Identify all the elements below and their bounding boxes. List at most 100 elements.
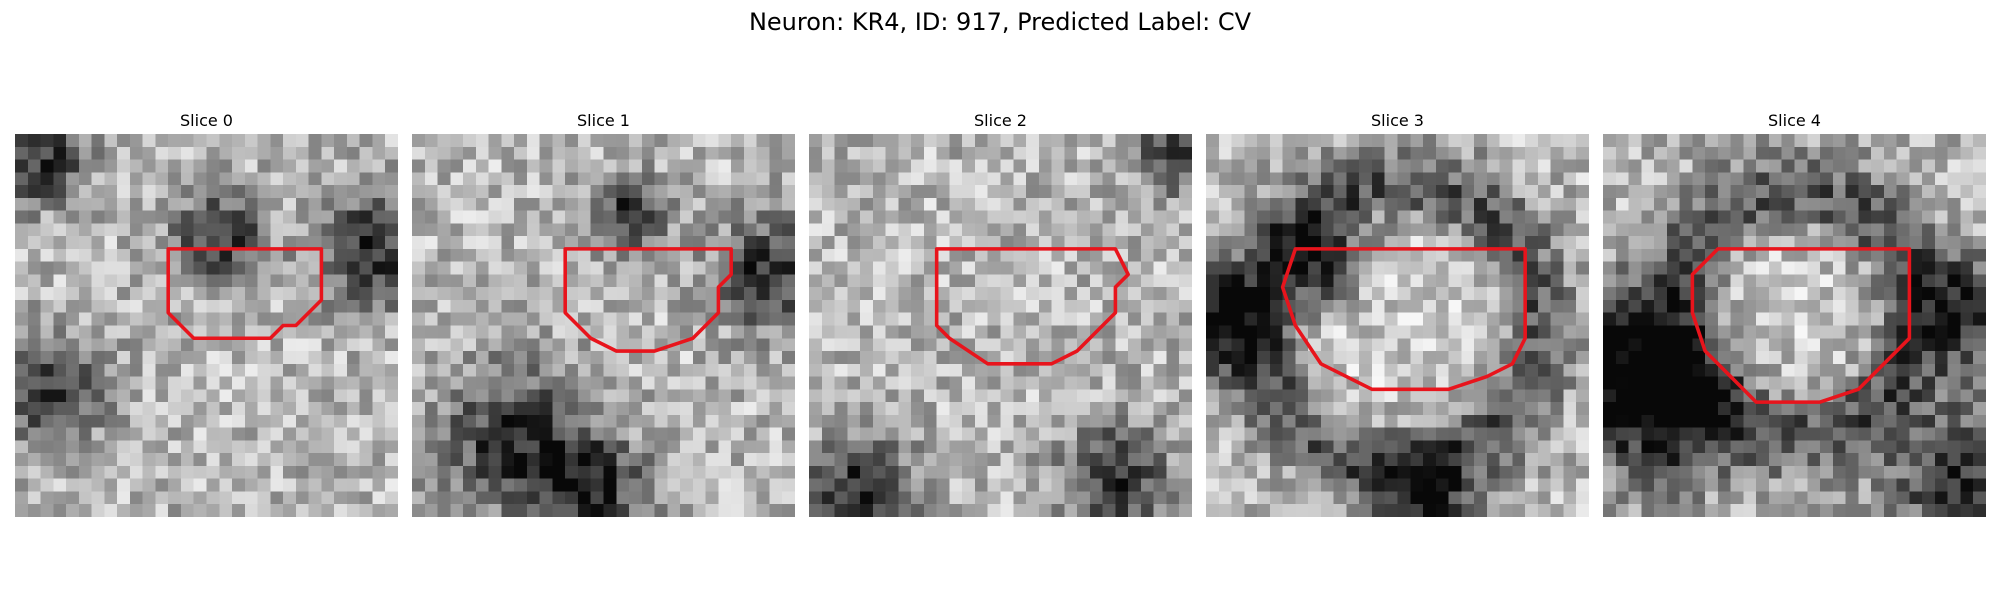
pixel	[1666, 389, 1680, 403]
pixel	[1308, 134, 1322, 148]
pixel	[974, 248, 988, 262]
pixel	[1179, 453, 1192, 467]
pixel	[1359, 236, 1373, 250]
pixel	[936, 453, 950, 467]
pixel	[1346, 236, 1360, 250]
pixel	[718, 414, 732, 428]
pixel	[782, 427, 795, 441]
pixel	[692, 465, 706, 479]
pixel	[308, 376, 322, 390]
pixel	[1153, 338, 1167, 352]
pixel	[193, 185, 207, 199]
pixel	[898, 504, 912, 517]
pixel	[1397, 338, 1411, 352]
pixel	[1257, 299, 1271, 313]
pixel	[180, 389, 194, 403]
pixel	[1026, 338, 1040, 352]
pixel	[756, 274, 770, 288]
pixel	[104, 287, 118, 301]
pixel	[987, 427, 1001, 441]
pixel	[1397, 287, 1411, 301]
pixel	[1269, 376, 1283, 390]
pixel	[1320, 210, 1334, 224]
pixel	[565, 197, 579, 211]
pixel	[53, 402, 67, 416]
pixel	[1679, 159, 1693, 173]
pixel	[180, 312, 194, 326]
pixel	[1179, 338, 1192, 352]
pixel	[1615, 210, 1629, 224]
pixel	[743, 351, 757, 365]
pixel	[270, 363, 284, 377]
pixel	[1883, 261, 1897, 275]
pixel	[1244, 134, 1258, 148]
pixel	[1692, 185, 1706, 199]
pixel	[590, 478, 604, 492]
pixel	[437, 223, 451, 237]
pixel	[1486, 236, 1500, 250]
pixel	[809, 363, 823, 377]
pixel	[616, 236, 630, 250]
pixel	[1128, 312, 1142, 326]
pixel	[731, 440, 745, 454]
pixel	[1922, 351, 1936, 365]
pixel	[936, 210, 950, 224]
pixel	[1947, 248, 1961, 262]
pixel	[1499, 504, 1513, 517]
pixel	[424, 248, 438, 262]
pixel	[40, 134, 54, 148]
pixel	[193, 261, 207, 275]
pixel	[1410, 351, 1424, 365]
pixel	[321, 312, 335, 326]
pixel	[463, 312, 477, 326]
pixel	[1077, 172, 1091, 186]
pixel	[463, 363, 477, 377]
pixel	[769, 197, 783, 211]
pixel	[372, 210, 386, 224]
pixel	[860, 338, 874, 352]
pixel	[1371, 248, 1385, 262]
pixel	[53, 185, 67, 199]
pixel	[743, 287, 757, 301]
pixel	[501, 376, 515, 390]
pixel	[1218, 299, 1232, 313]
pixel	[1295, 299, 1309, 313]
pixel	[1679, 223, 1693, 237]
pixel	[1140, 440, 1154, 454]
pixel	[1089, 389, 1103, 403]
pixel	[1423, 427, 1437, 441]
pixel	[155, 236, 169, 250]
pixel	[1282, 504, 1296, 517]
pixel	[15, 159, 29, 173]
pixel	[232, 185, 246, 199]
pixel	[168, 236, 182, 250]
pixel	[1563, 210, 1577, 224]
pixel	[257, 248, 271, 262]
pixel	[911, 274, 925, 288]
pixel	[1461, 134, 1475, 148]
pixel	[1077, 159, 1091, 173]
pixel	[1026, 248, 1040, 262]
pixel	[1269, 389, 1283, 403]
pixel	[1320, 338, 1334, 352]
pixel	[1692, 172, 1706, 186]
pixel	[53, 389, 67, 403]
pixel	[1064, 185, 1078, 199]
pixel	[1781, 453, 1795, 467]
pixel	[1550, 376, 1564, 390]
pixel	[1435, 504, 1449, 517]
pixel	[1333, 338, 1347, 352]
pixel	[860, 453, 874, 467]
pixel	[898, 338, 912, 352]
pixel	[1140, 414, 1154, 428]
pixel	[1768, 261, 1782, 275]
pixel	[1102, 197, 1116, 211]
pixel	[1013, 338, 1027, 352]
pixel	[1140, 338, 1154, 352]
pixel	[1102, 236, 1116, 250]
pixel	[1102, 453, 1116, 467]
pixel	[1794, 287, 1808, 301]
pixel	[641, 223, 655, 237]
pixel	[1295, 453, 1309, 467]
pixel	[475, 453, 489, 467]
